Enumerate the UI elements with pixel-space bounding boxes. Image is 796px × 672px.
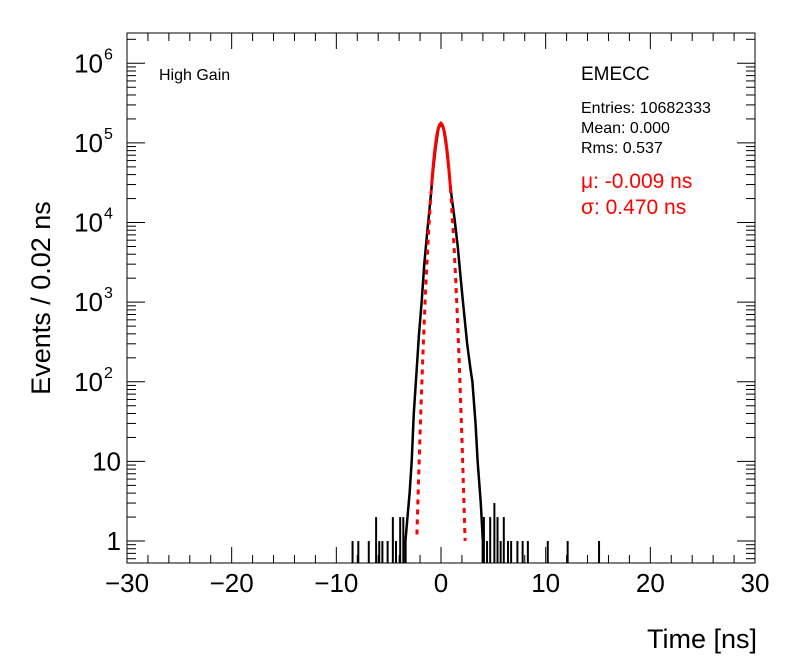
fit-mu: μ: -0.009 ns [581,170,692,193]
y-tick-exponent: 4 [104,206,113,223]
y-tick-label: 1 [107,526,121,556]
x-tick-label: 0 [434,568,448,598]
fit-sigma: σ: 0.470 ns [581,196,686,219]
histogram-line [404,120,485,563]
mean-stat: Mean: 0.000 [581,120,670,137]
entries-stat: Entries: 10682333 [581,100,711,117]
fit-line-dashed-right [448,188,467,541]
fit-line-solid [430,122,452,189]
y-tick-label: 10 [92,446,121,476]
x-tick-label: −30 [105,568,149,598]
y-tick-label: 10 [74,208,103,238]
fit-curve [415,122,467,541]
y-tick-label: 10 [74,367,103,397]
x-tick-label: 10 [531,568,560,598]
x-tick-label: 30 [741,568,770,598]
y-tick-exponent: 3 [104,285,113,302]
fit-line-dashed-left [415,185,434,535]
x-tick-label: −20 [210,568,254,598]
plot-frame [126,32,756,564]
detector-label: EMECC [581,64,650,85]
y-tick-exponent: 6 [104,46,113,63]
x-tick-label: 20 [636,568,665,598]
x-axis-title: Time [ns] [647,624,757,654]
rms-stat: Rms: 0.537 [581,140,663,157]
x-tick-labels: −30 −20 −10 0 10 20 30 [105,568,770,598]
y-tick-label: 10 [74,128,103,158]
y-tick-exponent: 5 [104,126,113,143]
axis-ticks [126,33,756,563]
y-tick-exponent: 2 [104,365,113,382]
y-tick-label: 10 [74,287,103,317]
y-axis-title: Events / 0.02 ns [26,201,56,395]
gain-label: High Gain [159,67,230,84]
histogram [351,120,601,563]
y-tick-label: 10 [74,48,103,78]
x-tick-label: −10 [314,568,358,598]
